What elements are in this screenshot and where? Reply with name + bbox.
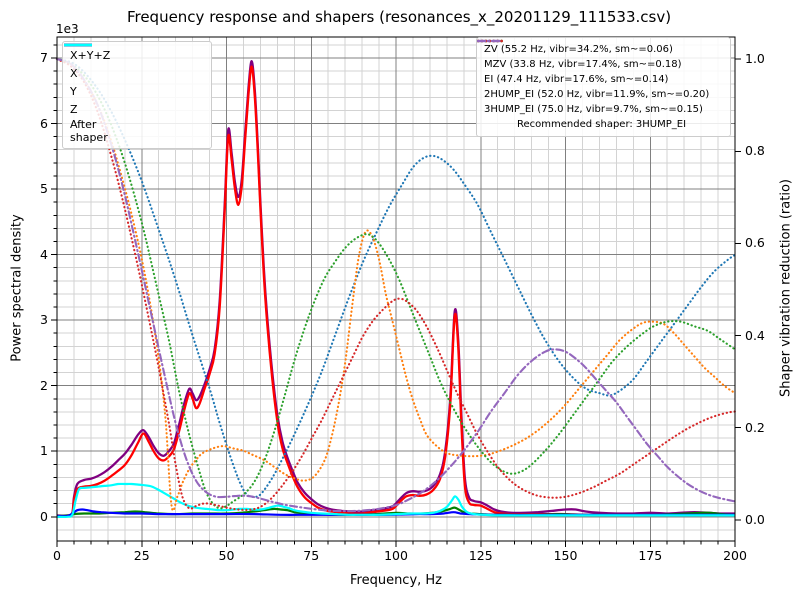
chart-title: Frequency response and shapers (resonanc… — [126, 8, 672, 26]
legend-item: EI (47.4 Hz, vibr=17.6%, sm~=0.14) — [477, 39, 724, 87]
y-right-tick-label: 0.2 — [745, 419, 765, 435]
y-axis-label-left: Power spectral density — [9, 214, 25, 362]
y-left-tick-label: 4 — [40, 246, 48, 262]
x-tick-label: 0 — [53, 548, 61, 563]
x-tick-label: 50 — [218, 548, 235, 563]
legend-item: X+Y+Z — [64, 43, 205, 64]
series-x — [56, 65, 735, 518]
x-tick-label: 200 — [723, 548, 747, 563]
y-left-tick-label: 1 — [40, 443, 48, 459]
legend-item: 2HUMP_EI (52.0 Hz, vibr=11.9%, sm~=0.20) — [477, 39, 724, 102]
y-left-tick-label: 2 — [40, 377, 48, 393]
legend-item: Z — [64, 43, 205, 118]
legend-item: Y — [64, 43, 205, 100]
y-left-tick-label: 3 — [40, 312, 48, 328]
legend-item-label: MZV (33.8 Hz, vibr=17.4%, sm~=0.18) — [484, 59, 682, 70]
series-zv — [55, 58, 737, 498]
legend-item-label: EI (47.4 Hz, vibr=17.6%, sm~=0.14) — [484, 74, 669, 85]
legend-item-label: Z — [70, 102, 78, 116]
y-axis-label-right: Shaper vibration reduction (ratio) — [778, 179, 794, 397]
y-left-tick-label: 0 — [40, 508, 48, 524]
series-x-y-z — [56, 60, 736, 517]
y-right-tick-label: 0.4 — [745, 327, 765, 343]
legend-item-label: ZV (55.2 Hz, vibr=34.2%, sm~=0.06) — [484, 44, 673, 55]
y-left-tick-label: 7 — [40, 49, 48, 65]
legend-line-sample — [64, 43, 92, 47]
legend-item: 3HUMP_EI (75.0 Hz, vibr=9.7%, sm~=0.15) — [477, 39, 724, 117]
recommended-shaper-text: Recommended shaper: 3HUMP_EI — [517, 119, 687, 130]
series-after-shaper — [56, 482, 735, 519]
legend-shapers: ZV (55.2 Hz, vibr=34.2%, sm~=0.06) MZV (3… — [476, 37, 731, 137]
y-right-tick-label: 1.0 — [745, 51, 765, 67]
y-right-tick-label: 0.8 — [745, 143, 765, 159]
legend-line-sample — [477, 39, 503, 43]
legend-item: ZV (55.2 Hz, vibr=34.2%, sm~=0.06) — [477, 39, 724, 57]
legend-item-label: 3HUMP_EI (75.0 Hz, vibr=9.7%, sm~=0.15) — [484, 104, 703, 115]
y-axis-offset-text: 1e3 — [56, 22, 79, 36]
legend-footer: Recommended shaper: 3HUMP_EI — [484, 117, 724, 132]
x-tick-label: 25 — [133, 548, 150, 563]
x-tick-label: 100 — [384, 548, 408, 563]
y-right-tick-label: 0.6 — [745, 235, 765, 251]
x-tick-label: 125 — [468, 548, 493, 563]
legend-item-label: X — [70, 66, 78, 80]
series-2hump-ei — [55, 58, 737, 511]
legend-item: After shaper — [64, 43, 205, 144]
legend-item: X — [64, 43, 205, 82]
legend-psd: X+Y+Z X Y Z After shaper — [62, 41, 212, 149]
y-left-tick-label: 6 — [40, 115, 48, 131]
x-tick-label: 175 — [638, 548, 663, 563]
legend-item-label: 2HUMP_EI (52.0 Hz, vibr=11.9%, sm~=0.20) — [484, 89, 710, 100]
legend-item-label: After shaper — [70, 118, 108, 144]
series-ei — [55, 58, 737, 510]
y-right-tick-label: 0.0 — [745, 511, 765, 527]
x-tick-label: 75 — [303, 548, 320, 563]
x-tick-label: 150 — [553, 548, 578, 563]
y-left-tick-label: 5 — [40, 181, 48, 197]
legend-item-label: Y — [70, 84, 77, 98]
x-axis-label: Frequency, Hz — [349, 573, 443, 588]
legend-item: MZV (33.8 Hz, vibr=17.4%, sm~=0.18) — [477, 39, 724, 72]
series-3hump-ei — [55, 58, 737, 513]
legend-item-label: X+Y+Z — [70, 48, 111, 62]
series-mzv — [55, 58, 737, 512]
